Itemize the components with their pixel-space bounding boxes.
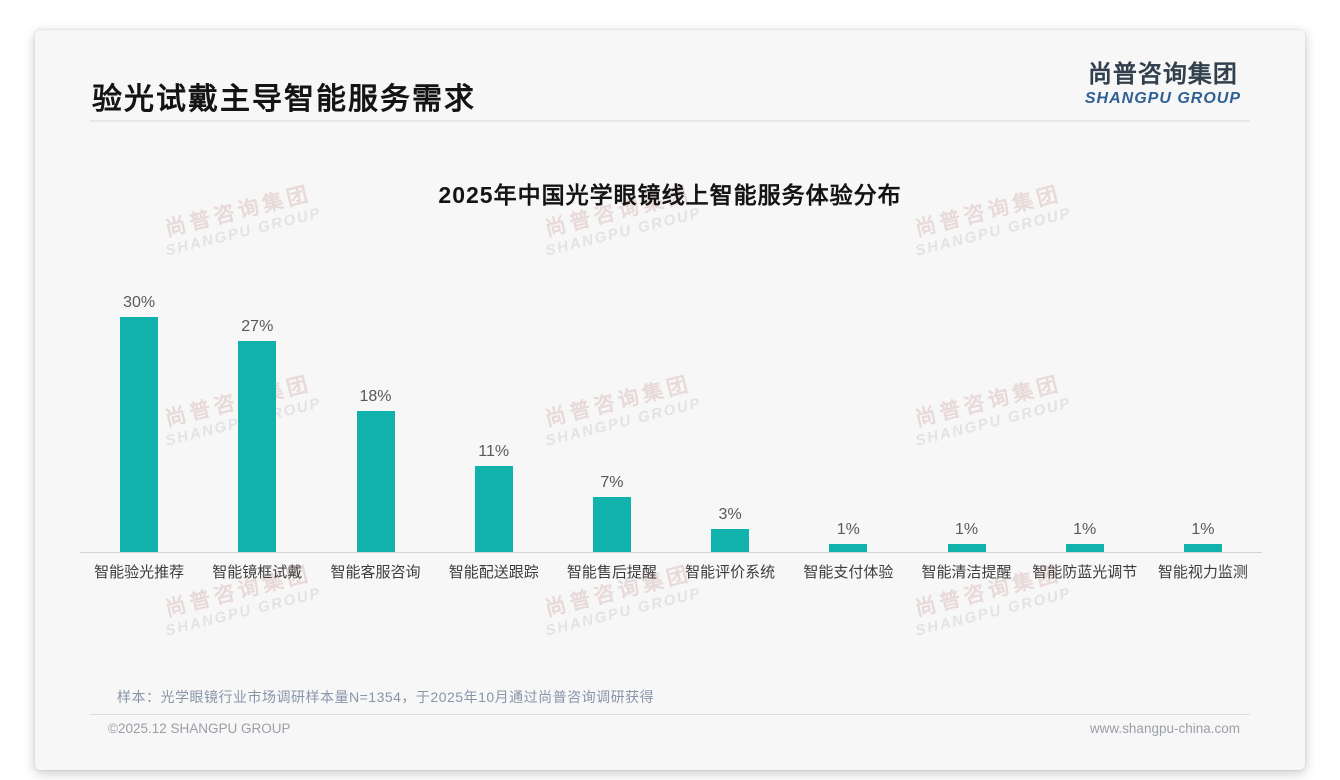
bar xyxy=(120,317,159,552)
bar-column: 3% xyxy=(671,287,789,552)
category-label: 智能视力监测 xyxy=(1157,564,1248,581)
bar-value-label: 1% xyxy=(954,521,979,539)
bar xyxy=(711,528,750,552)
bar xyxy=(474,465,513,552)
bar xyxy=(592,497,631,552)
bar-column: 7% xyxy=(553,287,671,552)
title-divider xyxy=(90,120,1250,122)
bar-value-label: 1% xyxy=(1073,521,1097,539)
category-label: 智能客服咨询 xyxy=(330,564,421,581)
category-label: 智能镜框试戴 xyxy=(212,564,303,581)
sample-note: 样本：光学眼镜行业市场调研样本量N=1354，于2025年10月通过尚普咨询调研… xyxy=(117,689,655,705)
chart-title: 2025年中国光学眼镜线上智能服务体验分布 xyxy=(438,182,902,208)
bar xyxy=(1065,544,1104,552)
company-logo: 尚普咨询集团 SHANGPU GROUP xyxy=(1085,54,1241,108)
footer-divider xyxy=(90,714,1250,715)
category-label: 智能售后提醒 xyxy=(566,564,657,581)
category-label: 智能防蓝光调节 xyxy=(1032,564,1138,581)
bar xyxy=(356,411,395,552)
bar xyxy=(947,544,986,552)
bar xyxy=(829,544,868,552)
bar-value-label: 1% xyxy=(1191,521,1215,539)
category-label: 智能清洁提醒 xyxy=(921,564,1012,581)
slide-content: 验光试戴主导智能服务需求 尚普咨询集团 SHANGPU GROUP 2025年中… xyxy=(35,30,1305,770)
bar xyxy=(238,340,277,552)
bar-column: 1% xyxy=(907,287,1025,552)
bar-value-label: 27% xyxy=(241,317,274,335)
bar-value-label: 3% xyxy=(718,505,742,523)
bar-column: 27% xyxy=(198,287,316,552)
category-label: 智能配送跟踪 xyxy=(448,564,539,581)
footer-copyright: ©2025.12 SHANGPU GROUP xyxy=(108,721,291,736)
bar-value-label: 11% xyxy=(478,442,510,460)
bar-column: 30% xyxy=(80,287,198,552)
bar-value-label: 30% xyxy=(123,294,156,311)
chart-plot-area: 30% 27% 18% 11% 7% 3% 1% 1% 1% 1% xyxy=(80,287,1262,553)
bar xyxy=(1183,544,1222,552)
slide: 尚普咨询集团 SHANGPU GROUP 尚普咨询集团 SHANGPU GROUP 尚普… xyxy=(35,30,1305,770)
category-label: 智能评价系统 xyxy=(685,564,776,581)
bar-value-label: 18% xyxy=(359,388,392,405)
category-label: 智能支付体验 xyxy=(803,564,894,581)
logo-en-text: SHANGPU GROUP xyxy=(1084,90,1241,107)
category-label: 智能验光推荐 xyxy=(94,564,185,581)
logo-cn-text: 尚普咨询集团 xyxy=(1087,61,1238,88)
bar-value-label: 7% xyxy=(600,474,624,492)
bar-column: 1% xyxy=(1144,287,1262,552)
category-row: 智能验光推荐 智能镜框试戴 智能客服咨询 智能配送跟踪 智能售后提醒 智能评价系统 智能支付… xyxy=(80,561,1262,582)
bar-value-label: 1% xyxy=(836,521,860,539)
bar-column: 1% xyxy=(1026,287,1144,552)
bar-column: 18% xyxy=(316,287,434,552)
page-title: 验光试戴主导智能服务需求 xyxy=(92,83,476,116)
footer-url: www.shangpu-china.com xyxy=(1089,721,1240,736)
bar-column: 11% xyxy=(435,287,553,552)
bar-column: 1% xyxy=(789,287,907,552)
